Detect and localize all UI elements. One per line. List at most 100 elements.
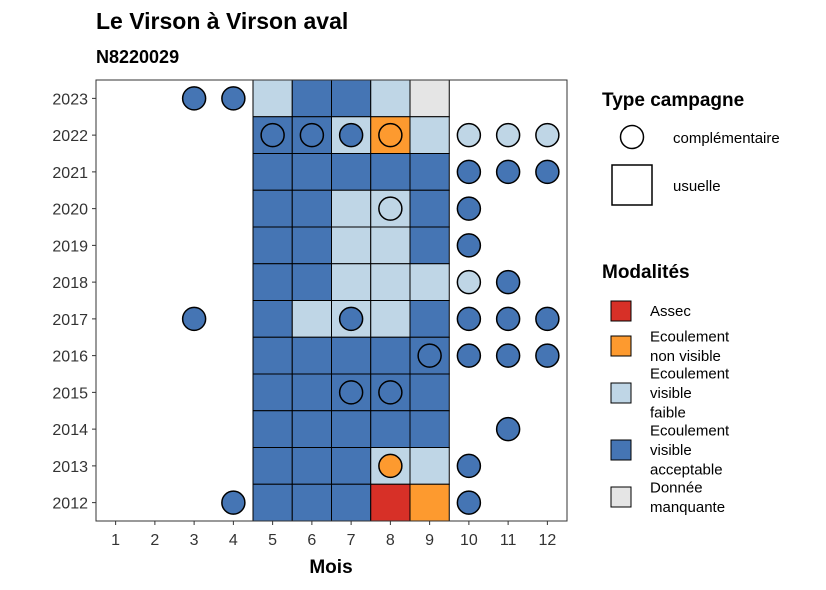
tile-2022-9 bbox=[409, 116, 450, 154]
tile-2013-5 bbox=[252, 447, 293, 485]
tile-2017-8 bbox=[370, 300, 411, 338]
tile-2018-8 bbox=[370, 263, 411, 301]
point-2017-11 bbox=[495, 306, 521, 332]
y-tick-label: 2017 bbox=[52, 312, 88, 329]
y-tick-label: 2016 bbox=[52, 349, 88, 366]
tile-2012-9 bbox=[409, 483, 450, 522]
point-2012-10 bbox=[456, 490, 482, 515]
tile-2023-6 bbox=[291, 79, 332, 118]
tile-2014-5 bbox=[252, 410, 293, 448]
plot-area: 1 2 3 4 5 6 7 8 9 10 11 122012201320142015201620172… bbox=[52, 79, 568, 549]
point-2021-12 bbox=[535, 159, 560, 185]
x-tick-label: 3 bbox=[190, 532, 199, 549]
tile-2016-7 bbox=[331, 336, 372, 375]
tile-2020-5 bbox=[252, 189, 293, 228]
point-2022-12 bbox=[535, 122, 560, 148]
tile-2015-5 bbox=[252, 373, 293, 412]
x-tick-label: 7 bbox=[347, 532, 356, 549]
point-2018-11 bbox=[495, 269, 521, 295]
tile-2023-9 bbox=[409, 79, 450, 118]
y-tick-label: 2015 bbox=[52, 385, 88, 402]
tile-2019-9 bbox=[409, 226, 450, 265]
tile-2023-8 bbox=[370, 79, 411, 118]
tile-2021-7 bbox=[331, 153, 372, 191]
point-2020-10 bbox=[456, 196, 482, 221]
tile-2021-5 bbox=[252, 153, 293, 191]
x-tick-label: 11 bbox=[500, 532, 517, 549]
tile-2014-6 bbox=[291, 410, 332, 448]
chart-subtitle: N8220029 bbox=[96, 47, 179, 67]
plot-border bbox=[95, 79, 568, 522]
tile-2017-5 bbox=[252, 300, 293, 338]
point-2022-7 bbox=[338, 122, 364, 148]
point-2014-11 bbox=[495, 416, 521, 442]
tile-2019-6 bbox=[291, 226, 332, 265]
y-tick-label: 2023 bbox=[52, 91, 88, 108]
point-2013-8 bbox=[378, 453, 403, 479]
legend-type-title: Type campagne bbox=[602, 90, 744, 111]
tile-2023-7 bbox=[331, 79, 372, 118]
legend-circle-icon bbox=[619, 124, 645, 150]
x-tick-label: 5 bbox=[268, 532, 277, 549]
legend-type-campagne: Type campagne complémentaire usuelle bbox=[602, 90, 780, 206]
point-2017-3 bbox=[181, 306, 207, 332]
point-2013-10 bbox=[456, 453, 482, 479]
point-2022-11 bbox=[495, 122, 521, 148]
legend-label-nonvisible: Ecoulement non visible bbox=[650, 328, 730, 365]
point-2021-10 bbox=[456, 159, 482, 185]
point-2012-4 bbox=[221, 490, 246, 515]
tile-2012-6 bbox=[291, 483, 332, 522]
tile-2018-5 bbox=[252, 263, 293, 301]
tile-2013-7 bbox=[331, 447, 372, 485]
tile-2019-5 bbox=[252, 226, 293, 265]
tile-2018-9 bbox=[409, 263, 450, 301]
tile-2017-6 bbox=[291, 300, 332, 338]
legend-type-label: complémentaire bbox=[673, 130, 780, 147]
tile-2013-6 bbox=[291, 447, 332, 485]
point-2022-6 bbox=[299, 122, 325, 148]
tile-2019-8 bbox=[370, 226, 411, 265]
point-2016-11 bbox=[495, 343, 521, 368]
point-2022-10 bbox=[456, 122, 482, 148]
tile-2016-8 bbox=[370, 336, 411, 375]
legend-square-icon bbox=[611, 164, 653, 206]
tile-2012-7 bbox=[331, 483, 372, 522]
legend-key-assec bbox=[610, 300, 632, 322]
tile-2019-7 bbox=[331, 226, 372, 265]
x-tick-label: 9 bbox=[425, 532, 434, 549]
point-2023-3 bbox=[181, 86, 207, 111]
x-tick-label: 8 bbox=[386, 532, 395, 549]
y-tick-label: 2020 bbox=[52, 202, 88, 219]
y-tick-label: 2022 bbox=[52, 128, 88, 145]
tile-2012-8 bbox=[370, 483, 411, 522]
y-tick-label: 2018 bbox=[52, 275, 88, 292]
legend-key-acceptable bbox=[610, 439, 632, 461]
tile-2014-8 bbox=[370, 410, 411, 448]
point-2020-8 bbox=[378, 196, 403, 221]
point-2021-11 bbox=[495, 159, 521, 185]
legend-modalites-title: Modalités bbox=[602, 262, 690, 283]
tile-2014-9 bbox=[409, 410, 450, 448]
legend-key-nonvisible bbox=[610, 335, 632, 357]
point-2015-8 bbox=[378, 380, 403, 405]
tile-2016-6 bbox=[291, 336, 332, 375]
y-tick-label: 2014 bbox=[52, 422, 88, 439]
tile-2023-5 bbox=[252, 79, 293, 118]
x-tick-label: 1 bbox=[111, 532, 120, 549]
legend-key-manquante bbox=[610, 486, 632, 508]
point-2016-10 bbox=[456, 343, 482, 368]
tile-2018-7 bbox=[331, 263, 372, 301]
tile-2020-6 bbox=[291, 189, 332, 228]
point-2017-10 bbox=[456, 306, 482, 332]
legend-label-manquante: Donnée manquante bbox=[650, 479, 725, 516]
tile-2012-5 bbox=[252, 483, 293, 522]
tile-2021-8 bbox=[370, 153, 411, 191]
point-2022-5 bbox=[260, 122, 285, 148]
x-axis-title: Mois bbox=[309, 557, 352, 578]
legend-type-label: usuelle bbox=[673, 178, 721, 195]
x-tick-label: 4 bbox=[229, 532, 238, 549]
point-2018-10 bbox=[456, 269, 482, 295]
legend-label-faible: Ecoulement visible faible bbox=[650, 366, 730, 422]
